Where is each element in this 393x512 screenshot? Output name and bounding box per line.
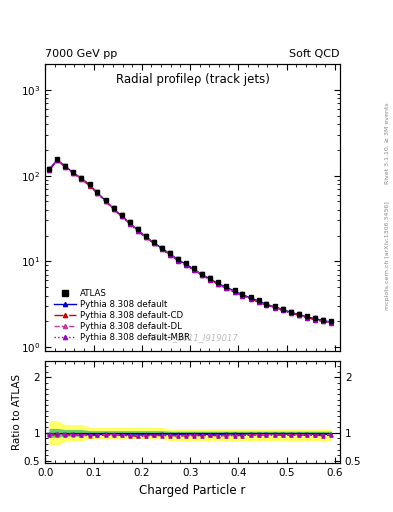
Text: 7000 GeV pp: 7000 GeV pp xyxy=(45,49,118,59)
Y-axis label: Ratio to ATLAS: Ratio to ATLAS xyxy=(13,374,22,450)
Text: Radial profileρ (track jets): Radial profileρ (track jets) xyxy=(116,73,270,86)
Text: mcplots.cern.ch [arXiv:1306.3436]: mcplots.cern.ch [arXiv:1306.3436] xyxy=(385,202,390,310)
Text: Rivet 3.1.10, ≥ 3M events: Rivet 3.1.10, ≥ 3M events xyxy=(385,102,390,184)
X-axis label: Charged Particle r: Charged Particle r xyxy=(140,484,246,497)
Text: ATLAS_2011_I919017: ATLAS_2011_I919017 xyxy=(147,333,238,343)
Legend: ATLAS, Pythia 8.308 default, Pythia 8.308 default-CD, Pythia 8.308 default-DL, P: ATLAS, Pythia 8.308 default, Pythia 8.30… xyxy=(52,287,192,344)
Text: Soft QCD: Soft QCD xyxy=(290,49,340,59)
